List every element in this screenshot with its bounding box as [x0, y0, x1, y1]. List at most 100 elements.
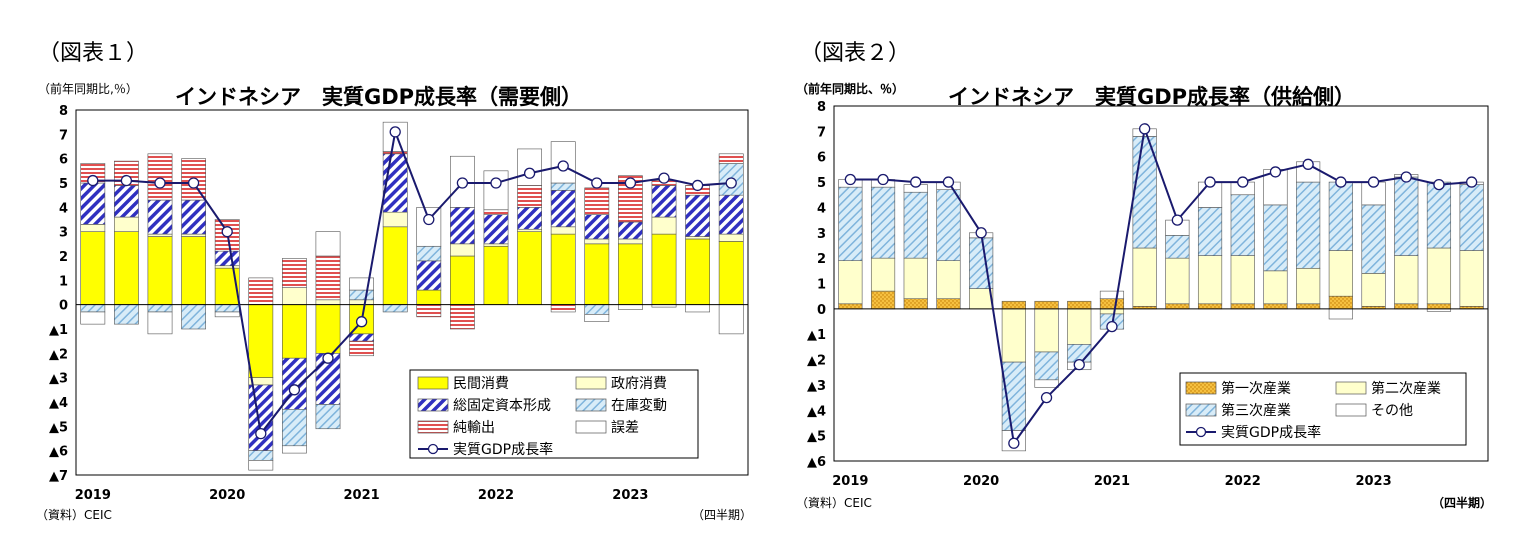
chart-2-xlabel: （四半期）: [1432, 495, 1492, 510]
chart-2-gdp-point-2019q4: [942, 176, 955, 188]
chart-2-bar-2023q1-s2: [1361, 204, 1386, 274]
chart-1-bar-2019q3-s4: [147, 153, 173, 201]
chart-2-bar-2021q3-s2: [1165, 235, 1190, 259]
chart-2-gdp-point-2022q4: [1335, 176, 1347, 188]
chart-1-bar-2020q2-s0: [248, 304, 274, 378]
chart-2-bar-2022q2-s0: [1263, 303, 1288, 310]
chart-1-bar-2022q4-s2: [584, 214, 610, 240]
chart-1-gdp-point-2019q3: [154, 177, 166, 189]
chart-2-bar-2021q3-s0: [1165, 303, 1190, 310]
chart-2-bar-2019q2-s1: [870, 257, 896, 292]
chart-1-gdp-point-2021q1: [355, 316, 368, 328]
chart-2-bar-2019q3-s2: [903, 191, 928, 259]
chart-2-bar-2022q4-s3: [1328, 308, 1353, 320]
chart-2-gdp-point-2020q2: [1008, 437, 1020, 449]
chart-1-legend-label-5: 誤差: [611, 420, 639, 436]
chart-2-year-2021: 2021: [1094, 474, 1130, 489]
chart-1-bar-2021q1-s1: [349, 299, 374, 305]
chart-2-year-2020: 2020: [963, 474, 999, 489]
chart-1-bar-2023q3-s1: [685, 236, 710, 240]
chart-2-gdp-point-2021q3: [1171, 214, 1183, 226]
chart-2-bar-2023q2-s1: [1394, 255, 1419, 305]
chart-1-bar-2023q1-s1: [618, 238, 643, 245]
chart-1-bar-2019q3-s3: [147, 304, 173, 313]
chart-2-bar-2023q2-s2: [1394, 176, 1419, 256]
chart-1-bar-2023q4-s2: [718, 194, 744, 235]
chart-1-bar-2022q1-s5: [483, 170, 509, 211]
chart-1-gdp-point-2022q2: [523, 167, 536, 179]
chart-2-gdp-point-2022q1: [1237, 176, 1249, 188]
chart-2-bar-2023q1-s1: [1361, 273, 1386, 307]
chart-1-title: インドネシア 実質GDP成長率（需要側）: [175, 85, 582, 109]
chart-1-gdp-point-2020q4: [322, 352, 334, 364]
chart-1-ytick-1: 1: [59, 274, 68, 289]
chart-2-y-ticks: 8 7 6 5 4 3 2 1 0 ▲1 ▲2 ▲3 ▲4 ▲5 ▲6: [807, 100, 826, 470]
chart-1-bar-2022q1-s2: [483, 214, 509, 245]
chart-1-bar-2019q4-s0: [181, 236, 206, 305]
chart-1-bar-2020q4-s3: [315, 404, 341, 430]
chart-1-bar-2019q1-s0: [80, 231, 106, 305]
chart-2-ytick-6: 6: [817, 151, 826, 166]
chart-1-legend-label-3: 在庫変動: [611, 397, 667, 414]
chart-1-x-years: 2019 2020 2021 2022 2023: [75, 488, 649, 503]
chart-1-bar-2021q3-s0: [416, 289, 442, 305]
chart-2-legend-swatch-3: [1335, 403, 1367, 417]
chart-1-gdp-point-2020q3: [288, 384, 301, 396]
chart-1: （図表１） （前年同期比,％） インドネシア 実質GDP成長率（需要側） 8 7 6…: [36, 41, 752, 522]
chart-2-gdp-point-2023q1: [1367, 176, 1380, 188]
chart-1-gdp-point-2023q3: [691, 179, 704, 192]
chart-1-bar-2019q3-s1: [147, 233, 173, 237]
chart-2-bar-2020q3-s0: [1034, 300, 1059, 310]
chart-2-gdp-point-2022q3: [1302, 158, 1314, 170]
chart-1-legend-label-0: 民間消費: [453, 376, 509, 392]
chart-1-bar-2023q3-s5: [685, 304, 710, 313]
chart-2-bar-2023q4-s2: [1459, 184, 1484, 251]
chart-2-gdp-point-2019q1: [844, 173, 856, 186]
chart-1-bar-2022q2-s1: [517, 228, 542, 232]
chart-1-bar-2019q2-s0: [114, 231, 139, 305]
chart-2-year-2022: 2022: [1225, 474, 1261, 489]
chart-2-bar-2022q3-s2: [1296, 181, 1321, 269]
chart-1-bar-2020q2-s5: [248, 460, 274, 471]
chart-2-legend-swatch-2: [1185, 403, 1217, 417]
chart-1-bar-2021q3-s4: [416, 304, 442, 318]
chart-1-gdp-point-2020q1: [221, 226, 233, 238]
chart-2-legend-marker: [1195, 426, 1207, 438]
chart-2-legend-label-3: その他: [1371, 403, 1413, 419]
chart-1-bar-2023q1-s2: [618, 221, 643, 240]
chart-1-bar-2021q4-s0: [450, 255, 475, 305]
chart-2: （図表２） （前年同期比、％） インドネシア 実質GDP成長率（供給側） 8 7 6…: [796, 41, 1492, 510]
chart-2-bar-2022q2-s1: [1263, 270, 1288, 305]
chart-1-ytick--2: ▲2: [49, 347, 68, 362]
chart-2-bar-2021q4-s0: [1197, 303, 1223, 310]
chart-1-bar-2022q4-s5: [584, 314, 610, 322]
chart-1-ytick--6: ▲6: [49, 445, 68, 460]
chart-2-ytick--6: ▲6: [807, 455, 826, 470]
chart-1-bar-2022q3-s1: [550, 226, 576, 235]
chart-2-bar-2019q4-s1: [936, 260, 961, 300]
chart-1-bar-2022q4-s1: [584, 238, 610, 245]
chart-2-bar-2019q1-s0: [838, 303, 863, 310]
chart-1-bar-2021q1-s3: [349, 289, 374, 301]
chart-2-bar-2020q3-s1: [1034, 308, 1059, 353]
chart-1-legend-swatch-1: [575, 376, 607, 390]
chart-1-legend-marker: [427, 443, 439, 455]
chart-1-bar-2020q3-s4: [282, 258, 307, 288]
chart-2-bar-2021q1-s0: [1099, 298, 1125, 310]
chart-1-ytick-3: 3: [59, 226, 68, 241]
chart-2-bar-2021q4-s1: [1197, 255, 1223, 305]
chart-1-bar-2023q4-s0: [718, 241, 744, 305]
chart-2-gdp-point-2021q4: [1204, 176, 1216, 188]
chart-2-bar-2022q1-s2: [1230, 194, 1255, 256]
chart-1-bar-2022q3-s3: [550, 182, 576, 191]
chart-2-bar-2023q4-s1: [1459, 250, 1484, 307]
chart-2-bar-2021q1-s3: [1099, 290, 1125, 300]
chart-1-year-2023: 2023: [612, 488, 648, 503]
chart-1-bar-2019q2-s3: [114, 304, 139, 325]
chart-2-ytick-1: 1: [817, 278, 826, 293]
chart-2-bar-2023q3-s0: [1426, 303, 1452, 310]
chart-1-ytick--3: ▲3: [49, 372, 68, 387]
chart-1-year-2021: 2021: [344, 488, 380, 503]
